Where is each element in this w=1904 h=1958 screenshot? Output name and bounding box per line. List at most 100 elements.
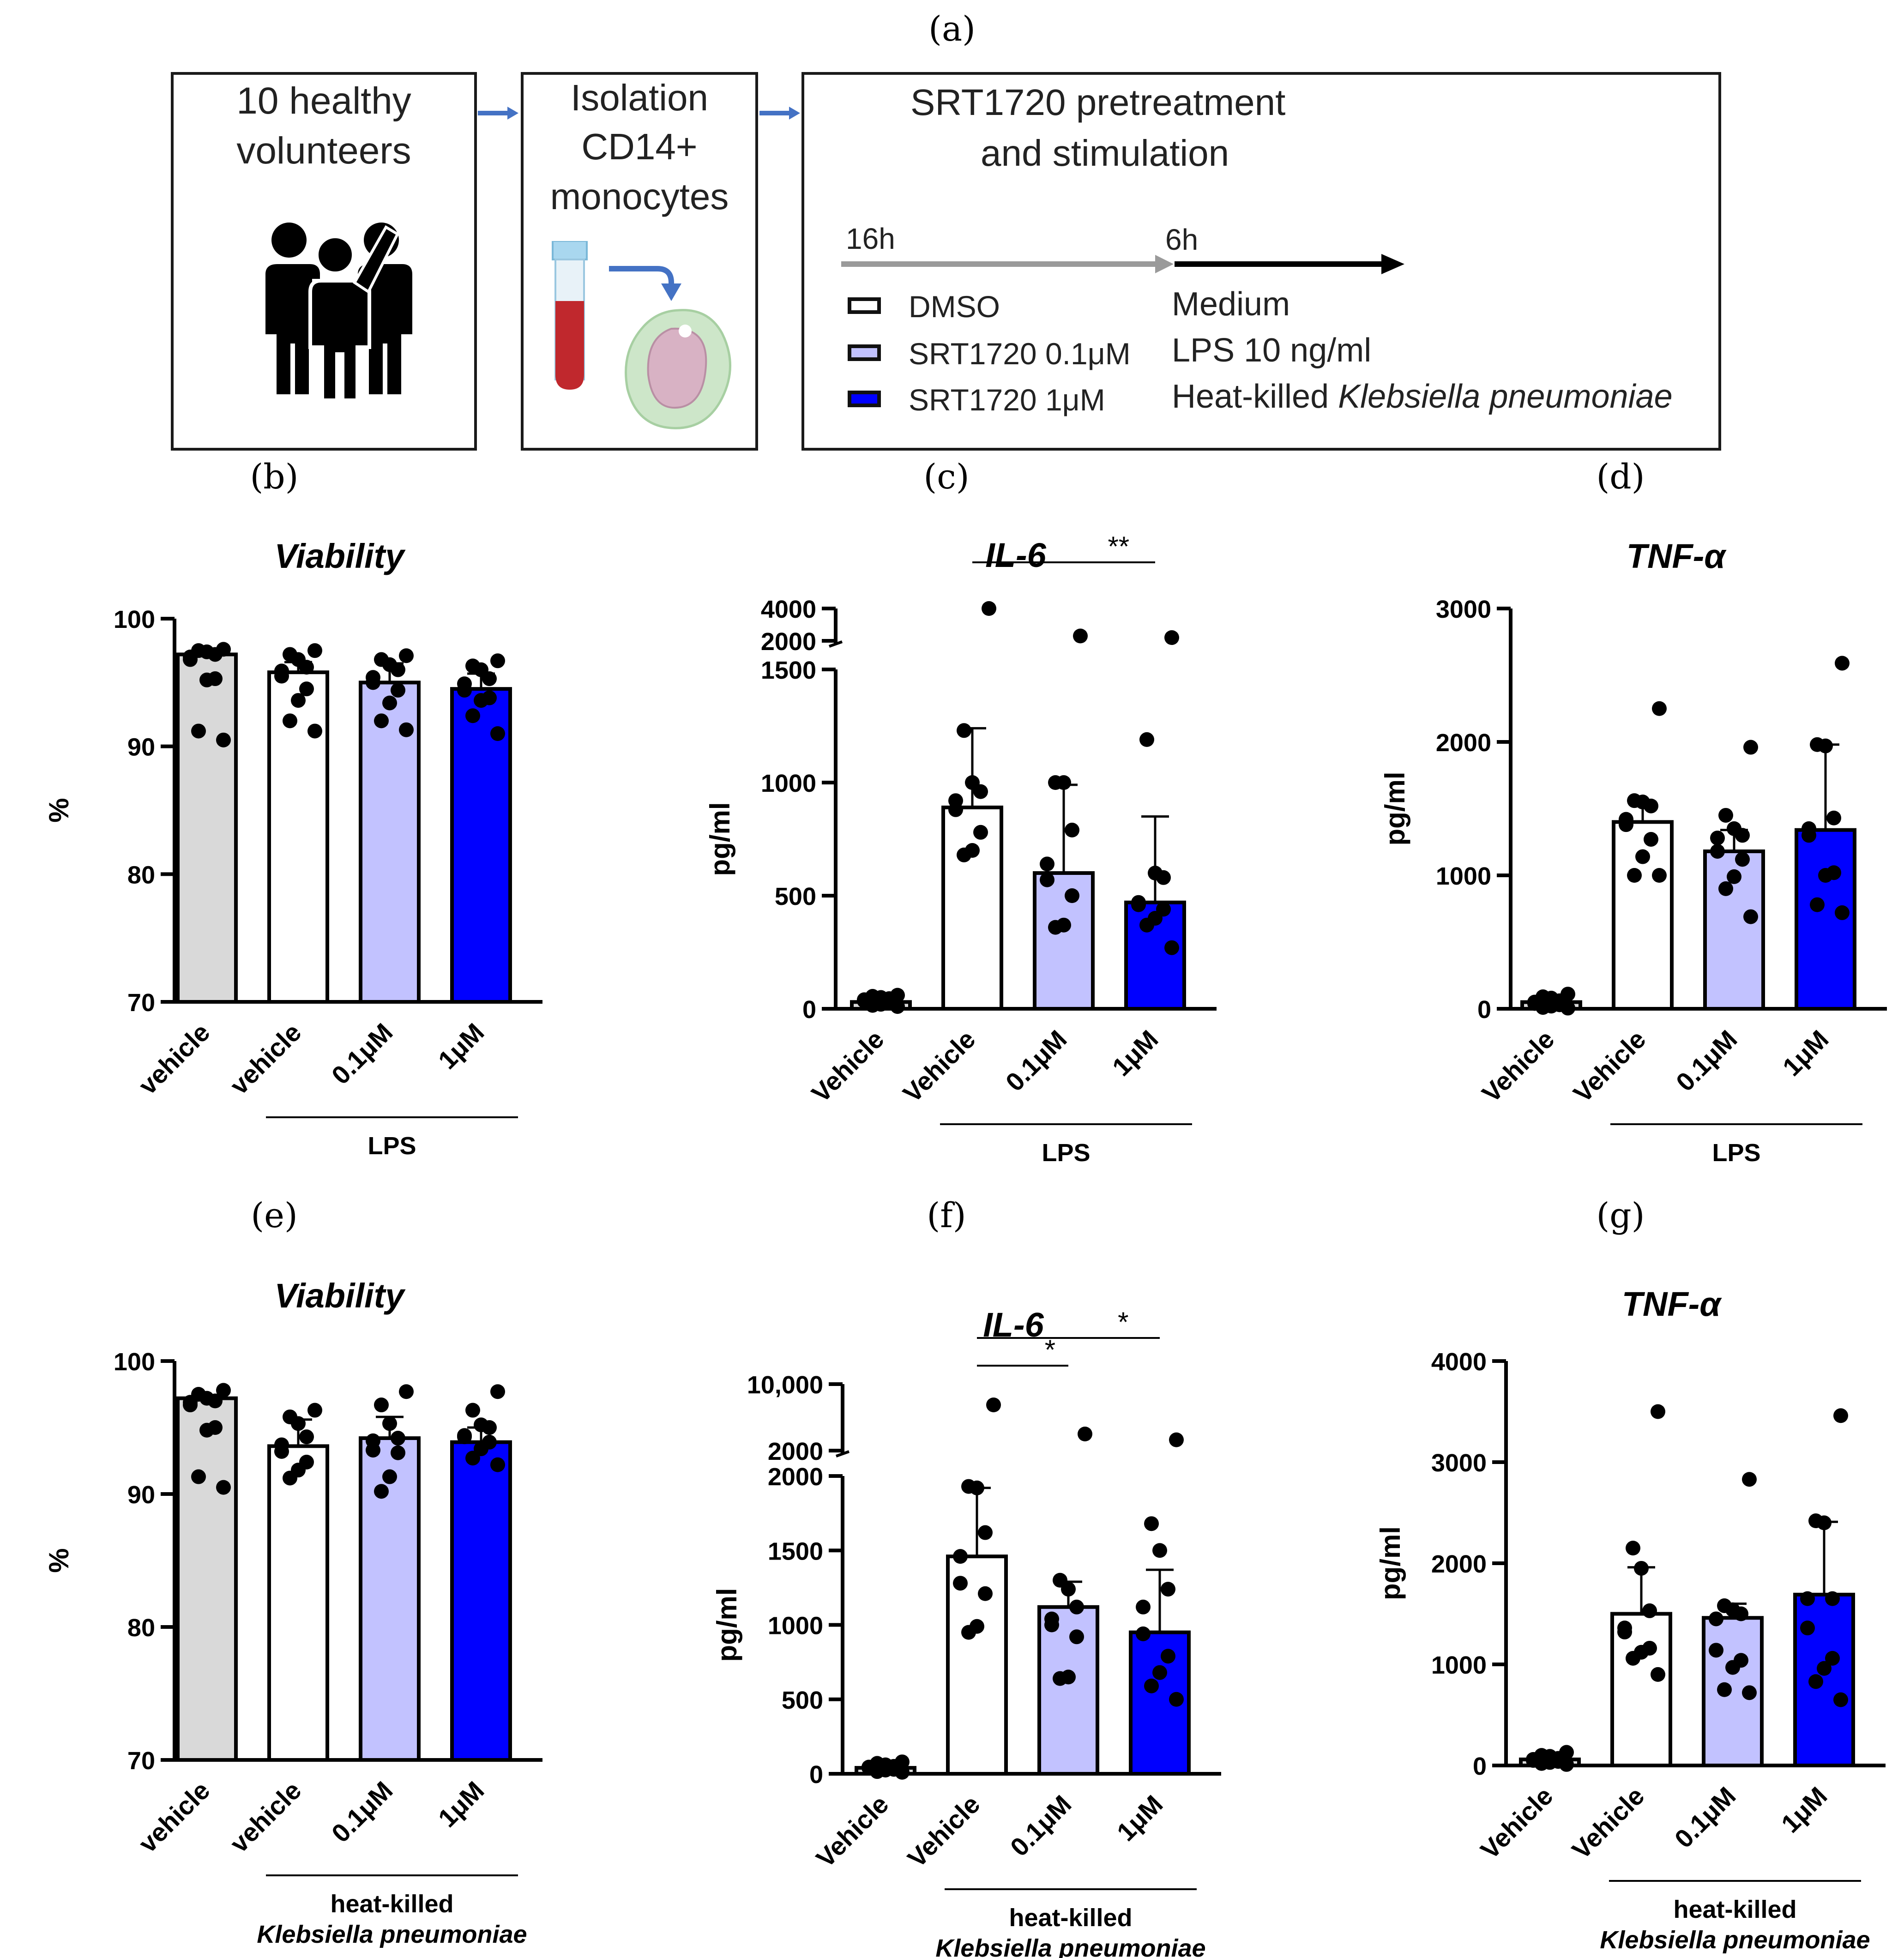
- data-point: [1169, 1432, 1184, 1447]
- bar-3: [1037, 1605, 1099, 1776]
- data-point: [1652, 868, 1667, 883]
- x-tick-label: vehicle: [133, 1018, 216, 1100]
- data-point: [1161, 1582, 1175, 1597]
- x-tick-label: 0.1μM: [326, 1776, 398, 1848]
- data-point: [307, 1403, 322, 1418]
- data-point: [948, 802, 963, 817]
- data-point: [1835, 905, 1850, 920]
- data-point: [374, 1398, 389, 1413]
- arrow-1: [478, 107, 518, 120]
- data-point: [1164, 940, 1179, 955]
- data-point: [382, 1469, 397, 1484]
- data-point: [183, 652, 198, 667]
- data-point: [1808, 1674, 1823, 1689]
- x-tick-label: Vehicle: [806, 1024, 889, 1108]
- data-point: [1139, 732, 1154, 747]
- data-point: [474, 693, 488, 708]
- data-point: [465, 708, 480, 723]
- stimulus-heat-killed-species: Klebsiella pneumoniae: [1338, 378, 1673, 415]
- data-point: [366, 1442, 380, 1458]
- data-point: [953, 1576, 968, 1591]
- bar-4: [1795, 828, 1856, 1011]
- significance-label: *: [1045, 1334, 1055, 1365]
- data-point: [961, 1625, 976, 1640]
- volunteers-box: 10 healthy volunteers: [171, 72, 477, 451]
- x-tick-label: Vehicle: [1476, 1024, 1560, 1108]
- y-tick-label: 500: [775, 883, 816, 910]
- data-point: [391, 662, 405, 677]
- curved-arrow-icon: [609, 266, 681, 301]
- y-tick-label: 0: [1477, 996, 1491, 1024]
- legend-label-srt-high: SRT1720 1μM: [909, 383, 1105, 417]
- x-tick-label: Vehicle: [1475, 1781, 1558, 1865]
- significance-label: *: [1118, 1307, 1128, 1337]
- data-point: [283, 1470, 297, 1486]
- panel-label-d: (d): [1596, 457, 1645, 497]
- data-point: [299, 681, 314, 697]
- data-point: [399, 648, 414, 663]
- data-point: [299, 660, 314, 675]
- data-point: [299, 1429, 314, 1445]
- data-point: [482, 1420, 497, 1435]
- data-point: [1652, 701, 1667, 716]
- stimulus-heat-killed-prefix: Heat-killed: [1172, 378, 1338, 415]
- axis-break-mark: [835, 1450, 850, 1458]
- y-axis-label: pg/ml: [711, 1588, 742, 1662]
- data-point: [307, 643, 322, 658]
- data-point: [457, 682, 472, 698]
- axis-break-mark: [828, 640, 843, 648]
- data-point: [953, 1549, 968, 1564]
- chart-g: TNF-α pg/ml Vehicle Vehicle 0.1μM 1μM 0 1000 200…: [1375, 1285, 1886, 1954]
- data-point: [1818, 868, 1833, 883]
- y-tick-label: 1000: [1436, 862, 1491, 890]
- isolation-line-2: CD14+: [581, 126, 698, 167]
- stimulus-heat-killed: Heat-killed Klebsiella pneumoniae: [1172, 378, 1673, 416]
- data-point: [291, 693, 306, 708]
- significance-label: **: [1108, 531, 1129, 562]
- data-point: [1073, 628, 1088, 644]
- chart-d: TNF-α pg/ml Vehicle Vehicle 0.1μM 1μM 0 1000 200…: [1380, 537, 1887, 1167]
- data-point: [391, 682, 405, 698]
- data-point: [307, 723, 322, 739]
- data-point: [216, 1480, 231, 1495]
- chart-c: IL-6 pg/ml Vehicle Vehicle 0.1μM 1μM 0 500 1000 1…: [705, 531, 1217, 1167]
- x-tick-label: 1μM: [433, 1776, 490, 1833]
- group-label: LPS: [368, 1132, 416, 1160]
- data-point: [1139, 917, 1154, 933]
- y-tick-label: 0: [809, 1761, 823, 1789]
- data-point: [191, 1469, 206, 1484]
- data-point: [1742, 1685, 1757, 1700]
- y-tick-label: 500: [782, 1687, 823, 1714]
- chart-title: TNF-α: [1627, 537, 1727, 575]
- data-point: [1152, 1543, 1167, 1558]
- data-point: [1717, 1682, 1732, 1697]
- legend-swatch-srt-low: [848, 344, 881, 361]
- data-point: [1727, 869, 1741, 884]
- people-icon: [265, 223, 412, 402]
- data-point: [374, 1484, 389, 1499]
- data-point: [1709, 1611, 1723, 1627]
- y-tick-label: 2000: [1431, 1550, 1487, 1578]
- chart-title: IL-6: [985, 536, 1046, 574]
- data-point: [1800, 1621, 1815, 1636]
- data-point: [1048, 920, 1063, 935]
- group-label: LPS: [1042, 1139, 1090, 1167]
- chart-b: Viability% vehicle vehicle 0.1μM 1μM 70 80 90 10…: [43, 537, 542, 1160]
- data-point: [978, 1525, 993, 1540]
- panel-label-g: (g): [1596, 1196, 1645, 1235]
- y-tick-label: 70: [127, 989, 155, 1017]
- bar-1: [176, 1396, 238, 1762]
- data-point: [1065, 822, 1079, 837]
- data-point: [1156, 870, 1171, 885]
- time-16h: 16h: [846, 222, 895, 255]
- data-point: [399, 722, 414, 737]
- x-tick-label: Vehicle: [902, 1789, 985, 1873]
- volunteers-line-1: 10 healthy: [236, 80, 411, 122]
- data-point: [1169, 1692, 1184, 1707]
- data-point: [1818, 738, 1833, 753]
- time-6h: 6h: [1165, 223, 1199, 256]
- data-point: [482, 671, 497, 687]
- data-point: [1817, 1515, 1832, 1530]
- data-point: [890, 999, 905, 1014]
